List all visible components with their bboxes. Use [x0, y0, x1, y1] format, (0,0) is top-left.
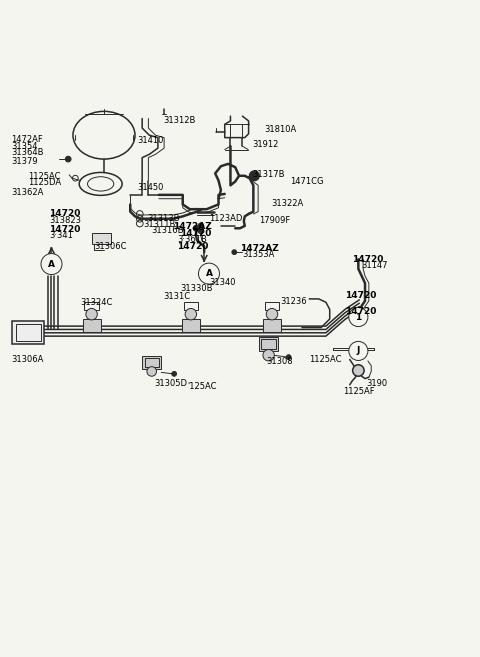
Bar — [333, 348, 373, 350]
Text: 31311B: 31311B — [144, 220, 176, 229]
Text: 1125AF: 1125AF — [343, 387, 374, 396]
Text: 31450: 31450 — [137, 183, 164, 192]
Bar — [263, 319, 281, 332]
Circle shape — [172, 371, 177, 376]
Text: 31308: 31308 — [266, 357, 293, 367]
Text: 1125AC: 1125AC — [28, 172, 60, 181]
Circle shape — [349, 342, 368, 361]
Text: 31810A: 31810A — [264, 125, 296, 133]
Text: 31316B: 31316B — [152, 226, 184, 235]
Bar — [262, 339, 276, 350]
Bar — [83, 319, 101, 332]
Circle shape — [266, 308, 278, 320]
Text: 1472AZ: 1472AZ — [240, 244, 279, 253]
Bar — [84, 302, 99, 310]
Circle shape — [147, 367, 156, 376]
Text: 31362A: 31362A — [11, 189, 43, 198]
Text: 3131C: 3131C — [164, 292, 191, 300]
Circle shape — [198, 223, 204, 229]
Text: 14720: 14720 — [345, 307, 376, 316]
Text: 1125AC: 1125AC — [309, 355, 342, 364]
Text: 31354: 31354 — [11, 142, 37, 150]
Text: 1471CG: 1471CG — [290, 177, 324, 186]
Circle shape — [250, 171, 259, 181]
Text: 3190: 3190 — [366, 379, 387, 388]
Text: 1: 1 — [355, 313, 361, 321]
Circle shape — [286, 355, 291, 359]
Text: '125AC: '125AC — [188, 382, 217, 391]
Text: 1125DA: 1125DA — [28, 178, 61, 187]
Text: 14720: 14720 — [345, 290, 376, 300]
Text: A: A — [48, 260, 55, 269]
Text: 31330B: 31330B — [180, 284, 213, 294]
Circle shape — [199, 263, 219, 284]
Circle shape — [86, 308, 97, 320]
Text: 31379: 31379 — [11, 157, 37, 166]
Text: 14720: 14720 — [49, 225, 81, 234]
Text: 31340: 31340 — [209, 278, 236, 287]
Text: 31312B: 31312B — [164, 116, 196, 125]
Bar — [12, 321, 44, 344]
Bar — [16, 324, 40, 341]
Circle shape — [185, 308, 197, 320]
Circle shape — [353, 365, 364, 376]
Text: 31317B: 31317B — [252, 170, 285, 179]
Circle shape — [263, 350, 275, 361]
Bar — [142, 355, 161, 369]
Text: 3·361B: 3·361B — [177, 235, 207, 244]
Text: 14720: 14720 — [49, 210, 81, 219]
Circle shape — [232, 250, 237, 254]
Bar — [265, 302, 279, 310]
Text: A: A — [205, 269, 213, 278]
Circle shape — [193, 225, 199, 231]
Text: 31324C: 31324C — [80, 298, 112, 307]
Text: 14720: 14720 — [177, 242, 208, 252]
Text: 17909F: 17909F — [259, 216, 290, 225]
Text: 31306C: 31306C — [95, 242, 127, 251]
Bar — [182, 319, 200, 332]
Circle shape — [41, 254, 62, 275]
Text: 3·341: 3·341 — [49, 231, 73, 240]
Text: 31912: 31912 — [252, 140, 278, 149]
Text: 31364B: 31364B — [11, 148, 43, 157]
Text: 1123AD: 1123AD — [209, 214, 242, 223]
Text: 14720: 14720 — [352, 255, 384, 264]
Circle shape — [65, 156, 71, 162]
Text: 31410: 31410 — [137, 136, 164, 145]
Text: 31236: 31236 — [281, 297, 307, 306]
Text: 31305D: 31305D — [154, 379, 187, 388]
Bar — [92, 233, 111, 244]
Bar — [259, 337, 278, 351]
Text: 31322A: 31322A — [271, 199, 303, 208]
Text: 31353A: 31353A — [242, 250, 275, 259]
Circle shape — [349, 307, 368, 327]
Bar — [144, 358, 159, 367]
Text: J: J — [357, 346, 360, 355]
Text: 1472AF: 1472AF — [11, 135, 43, 145]
Text: 31306A: 31306A — [11, 355, 43, 364]
Circle shape — [198, 228, 204, 233]
Text: 31313B: 31313B — [147, 214, 180, 223]
Text: 1472AZ: 1472AZ — [173, 222, 212, 231]
Bar — [184, 302, 198, 310]
Text: 313823: 313823 — [49, 215, 81, 225]
Text: 31147: 31147 — [361, 261, 388, 271]
Text: 14720: 14720 — [180, 229, 212, 238]
